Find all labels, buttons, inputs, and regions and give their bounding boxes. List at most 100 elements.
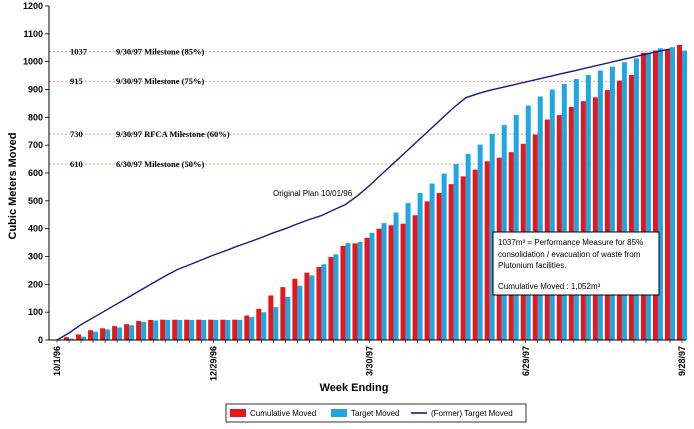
- bar-cumulative-49: [640, 52, 646, 340]
- bar-target-34: [465, 154, 471, 340]
- bar-target-35: [477, 144, 483, 340]
- bar-cumulative-9: [160, 319, 166, 340]
- annotation-line-3: Plutonium facilities.: [498, 261, 566, 270]
- bar-cumulative-42: [556, 115, 562, 341]
- legend-swatch-target: [331, 409, 347, 417]
- former-target-line: [56, 48, 671, 341]
- bar-target-51: [669, 47, 675, 341]
- bar-target-2: [81, 336, 87, 340]
- y-tick-label-1200: 1200: [23, 1, 43, 11]
- bar-cumulative-33: [448, 184, 454, 340]
- bar-cumulative-15: [232, 319, 238, 340]
- bar-target-33: [453, 164, 459, 340]
- milestone-label-1: 9/30/97 Milestone (75%): [116, 76, 204, 86]
- bar-target-20: [297, 285, 303, 340]
- bar-target-8: [153, 320, 159, 340]
- bar-target-4: [105, 329, 111, 340]
- y-tick-label-400: 400: [28, 224, 43, 234]
- bar-target-21: [309, 275, 315, 340]
- x-tick-label-26: 3/30/97: [365, 346, 375, 376]
- bar-cumulative-18: [268, 295, 274, 340]
- bar-target-32: [441, 173, 447, 340]
- bar-target-23: [333, 254, 339, 340]
- bar-target-24: [345, 243, 351, 340]
- bar-target-13: [213, 319, 219, 340]
- milestone-label-2: 9/30/97 RFCA Milestone (60%): [116, 129, 230, 139]
- bar-cumulative-11: [184, 319, 190, 340]
- original-plan-label: Original Plan 10/01/96: [273, 189, 353, 198]
- annotation-frame: [492, 231, 660, 296]
- bar-cumulative-32: [436, 193, 442, 340]
- milestone-value-1: 915: [70, 76, 83, 86]
- annotation-box: 1037m³ = Performance Measure for 85% con…: [492, 231, 660, 296]
- bar-cumulative-45: [592, 97, 598, 340]
- bar-cumulative-12: [196, 319, 202, 340]
- bars: [64, 44, 687, 341]
- x-tick-label-52: 9/28/97: [677, 346, 687, 376]
- legend-swatch-cumulative: [230, 409, 246, 417]
- bar-cumulative-23: [328, 257, 334, 340]
- bar-cumulative-10: [172, 319, 178, 340]
- bar-cumulative-16: [244, 315, 250, 340]
- bar-target-41: [549, 89, 555, 340]
- x-tick-label-13: 12/29/96: [208, 346, 218, 381]
- bar-target-26: [369, 232, 375, 340]
- bar-target-10: [177, 319, 183, 340]
- axes: [45, 5, 686, 343]
- bar-cumulative-8: [148, 319, 154, 340]
- y-tick-label-0: 0: [38, 335, 43, 345]
- x-tick-label-0: 10/1/96: [52, 346, 62, 376]
- bar-cumulative-31: [424, 201, 430, 340]
- bar-target-31: [429, 183, 435, 340]
- bar-target-36: [489, 134, 495, 340]
- bar-cumulative-1: [64, 337, 70, 340]
- bar-target-29: [405, 203, 411, 340]
- bar-cumulative-7: [136, 321, 142, 340]
- annotation-line-2: consolidation / evacuation of waste from: [498, 250, 641, 259]
- y-tick-label-600: 600: [28, 168, 43, 178]
- annotation-line-4: Cumulative Moved : 1,052m³: [498, 282, 601, 291]
- bar-cumulative-27: [376, 228, 382, 340]
- bar-target-27: [381, 223, 387, 340]
- bar-cumulative-24: [340, 245, 346, 340]
- bar-target-22: [321, 264, 327, 340]
- y-tick-label-700: 700: [28, 140, 43, 150]
- bar-cumulative-5: [112, 326, 118, 340]
- y-tick-label-900: 900: [28, 85, 43, 95]
- bar-cumulative-2: [76, 334, 82, 340]
- legend-label-cumulative: Cumulative Moved: [250, 409, 316, 418]
- bar-cumulative-20: [292, 278, 298, 340]
- bar-target-19: [285, 296, 291, 340]
- milestone-labels: 1037 9/30/97 Milestone (85%) 915 9/30/97 Mi…: [70, 46, 230, 169]
- bar-cumulative-26: [364, 237, 370, 340]
- legend-frame: [225, 403, 527, 423]
- bar-cumulative-14: [220, 319, 226, 340]
- bar-target-45: [597, 70, 603, 340]
- y-tick-label-1000: 1000: [23, 57, 43, 67]
- bar-cumulative-30: [412, 215, 418, 340]
- annotation-line-1: 1037m³ = Performance Measure for 85%: [498, 238, 643, 247]
- bar-cumulative-6: [124, 324, 130, 340]
- bar-cumulative-46: [604, 90, 610, 340]
- milestone-value-2: 730: [70, 129, 83, 139]
- bar-target-52: [682, 50, 687, 341]
- bar-cumulative-22: [316, 267, 322, 340]
- bar-target-5: [117, 327, 123, 340]
- legend-label-former: (Former) Target Moved: [431, 409, 513, 418]
- milestone-value-0: 1037: [70, 46, 88, 56]
- bar-target-9: [165, 319, 171, 340]
- legend-label-target: Target Moved: [351, 409, 399, 418]
- bar-target-14: [225, 319, 231, 340]
- bar-target-42: [561, 83, 567, 340]
- y-axis-title: Cubic Meters Moved: [7, 133, 19, 240]
- bar-target-15: [237, 319, 243, 340]
- milestone-label-0: 9/30/97 Milestone (85%): [116, 46, 204, 56]
- bar-target-40: [537, 96, 543, 340]
- bar-cumulative-28: [388, 225, 394, 340]
- bar-target-49: [645, 52, 651, 340]
- bar-cumulative-34: [460, 176, 466, 340]
- bar-target-28: [393, 212, 399, 340]
- bar-cumulative-19: [280, 287, 286, 340]
- bar-target-6: [129, 325, 135, 340]
